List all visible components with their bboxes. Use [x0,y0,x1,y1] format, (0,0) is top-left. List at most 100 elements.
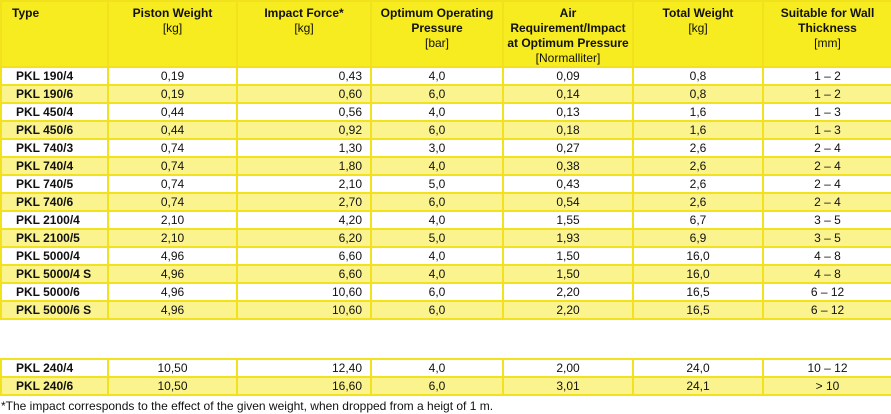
value-cell: 2,00 [502,358,634,378]
value-cell: 4,0 [370,102,504,122]
value-cell: 6,0 [370,84,504,104]
value-cell: 6,20 [236,228,372,248]
value-cell: 2,10 [107,210,238,230]
value-cell: 4 – 8 [762,264,891,284]
value-cell: 0,60 [236,84,372,104]
table-row: PKL 2100/4 2,10 4,20 4,0 1,55 6,7 3 – 5 [0,210,891,230]
header-row: Type Piston Weight [kg] Impact Force* [kg] Op… [0,0,891,68]
value-cell: 1,30 [236,138,372,158]
value-cell: 0,74 [107,138,238,158]
column-header: Suitable for Wall Thickness [mm] [762,0,891,68]
value-cell: 2,20 [502,282,634,302]
value-cell: 3 – 5 [762,210,891,230]
value-cell: 3,0 [370,138,504,158]
value-cell: 6,7 [632,210,764,230]
value-cell: 0,74 [107,156,238,176]
value-cell: 0,43 [502,174,634,194]
value-cell: 0,19 [107,84,238,104]
value-cell: 4,96 [107,264,238,284]
value-cell: 6,60 [236,264,372,284]
value-cell: 0,18 [502,120,634,140]
table-row: PKL 450/4 0,44 0,56 4,0 0,13 1,6 1 – 3 [0,102,891,122]
value-cell: 1,6 [632,120,764,140]
table-row: PKL 740/3 0,74 1,30 3,0 0,27 2,6 2 – 4 [0,138,891,158]
value-cell: 1,80 [236,156,372,176]
type-cell: PKL 450/6 [0,120,109,140]
value-cell: 6,0 [370,300,504,320]
value-cell: 6 – 12 [762,300,891,320]
column-header-title: Total Weight [662,6,734,20]
value-cell: 1,93 [502,228,634,248]
value-cell: 2,6 [632,156,764,176]
table-gap [0,341,891,356]
value-cell: 2,6 [632,174,764,194]
value-cell: 16,0 [632,246,764,266]
table-row: PKL 2100/5 2,10 6,20 5,0 1,93 6,9 3 – 5 [0,228,891,248]
column-header-title: Piston Weight [132,6,213,20]
table-row: PKL 5000/6 S 4,96 10,60 6,0 2,20 16,5 6 – 12 [0,300,891,320]
type-cell: PKL 240/6 [0,376,109,396]
value-cell: 1,50 [502,264,634,284]
value-cell: 1 – 2 [762,66,891,86]
column-header: Air Requirement/Impact at Optimum Pressu… [502,0,634,68]
value-cell: 0,56 [236,102,372,122]
value-cell: 4,20 [236,210,372,230]
value-cell: 16,5 [632,300,764,320]
value-cell: 16,5 [632,282,764,302]
column-header-unit: [kg] [294,21,314,35]
column-header-unit: [bar] [424,36,449,50]
table-row: PKL 240/6 10,50 16,60 6,0 3,01 24,1 > 10 [0,376,891,396]
value-cell: 16,0 [632,264,764,284]
value-cell: 6,0 [370,120,504,140]
value-cell: 2 – 4 [762,174,891,194]
column-header-unit: [mm] [814,36,841,50]
value-cell: 2,10 [236,174,372,194]
table-row: PKL 190/4 0,19 0,43 4,0 0,09 0,8 1 – 2 [0,66,891,86]
table-row: PKL 5000/4 4,96 6,60 4,0 1,50 16,0 4 – 8 [0,246,891,266]
value-cell: 6,60 [236,246,372,266]
table-row: PKL 190/6 0,19 0,60 6,0 0,14 0,8 1 – 2 [0,84,891,104]
value-cell: 6,9 [632,228,764,248]
type-cell: PKL 740/3 [0,138,109,158]
value-cell: 6,0 [370,192,504,212]
value-cell: 2,10 [107,228,238,248]
value-cell: 0,74 [107,192,238,212]
value-cell: 4 – 8 [762,246,891,266]
column-header-title: Optimum Operating Pressure [380,6,494,35]
column-header-title: Suitable for Wall Thickness [780,6,875,35]
value-cell: 6 – 12 [762,282,891,302]
value-cell: 0,14 [502,84,634,104]
value-cell: 0,44 [107,120,238,140]
value-cell: 0,13 [502,102,634,122]
type-cell: PKL 2100/5 [0,228,109,248]
type-cell: PKL 240/4 [0,358,109,378]
column-header-title: Air Requirement/Impact at Optimum Pressu… [507,6,629,50]
value-cell: 1 – 3 [762,102,891,122]
table-body-extra: PKL 240/4 10,50 12,40 4,0 2,00 24,0 10 – 12 PKL… [0,358,891,396]
type-cell: PKL 5000/6 S [0,300,109,320]
column-header: Type [0,0,109,68]
value-cell: 4,0 [370,66,504,86]
type-cell: PKL 5000/6 [0,282,109,302]
value-cell: 1 – 3 [762,120,891,140]
type-cell: PKL 5000/4 S [0,264,109,284]
value-cell: 0,27 [502,138,634,158]
type-cell: PKL 740/6 [0,192,109,212]
type-cell: PKL 2100/4 [0,210,109,230]
value-cell: 4,0 [370,156,504,176]
column-header-title: Impact Force* [264,6,344,20]
value-cell: 4,96 [107,246,238,266]
value-cell: 0,43 [236,66,372,86]
value-cell: 4,0 [370,210,504,230]
footnote: *The impact corresponds to the effect of… [1,399,494,413]
column-header: Total Weight [kg] [632,0,764,68]
column-header-unit: [Normalliter] [535,51,601,65]
value-cell: 0,38 [502,156,634,176]
column-header-unit: [kg] [688,21,708,35]
value-cell: 1,6 [632,102,764,122]
table-row: PKL 740/5 0,74 2,10 5,0 0,43 2,6 2 – 4 [0,174,891,194]
value-cell: 5,0 [370,228,504,248]
value-cell: 12,40 [236,358,372,378]
type-cell: PKL 740/5 [0,174,109,194]
